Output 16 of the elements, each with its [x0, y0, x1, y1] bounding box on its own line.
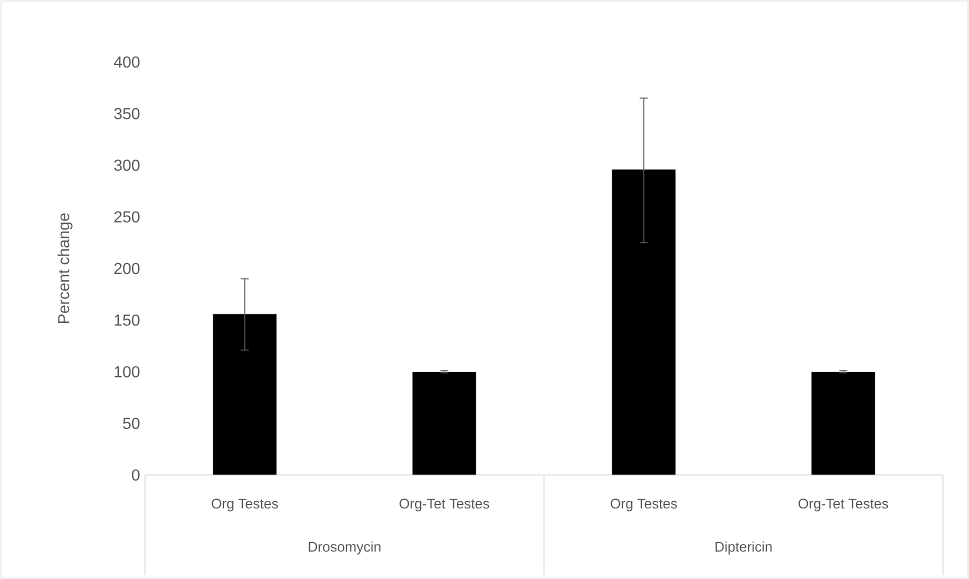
y-tick-label: 50 [123, 418, 140, 430]
y-tick-label: 250 [114, 211, 140, 223]
x-tick-label: Org-Tet Testes [400, 498, 490, 512]
y-tick-label: 150 [114, 314, 140, 326]
y-tick-label: 300 [114, 160, 140, 171]
x-tick-label: Org Testes [212, 498, 278, 512]
y-tick-label: 0 [132, 469, 140, 481]
x-tick-label: Org Testes [610, 498, 677, 512]
y-tick-label: 200 [114, 262, 140, 274]
text: Diptericin [716, 541, 772, 554]
text: Drosomycin [308, 541, 380, 554]
y-tick-label: 350 [114, 108, 140, 120]
y-tick-label: 400 [114, 56, 140, 68]
y-axis-title: Percent change [58, 213, 72, 324]
y-tick-label: 100 [114, 366, 140, 378]
x-tick-label: Org-Tet Testes [798, 498, 888, 512]
